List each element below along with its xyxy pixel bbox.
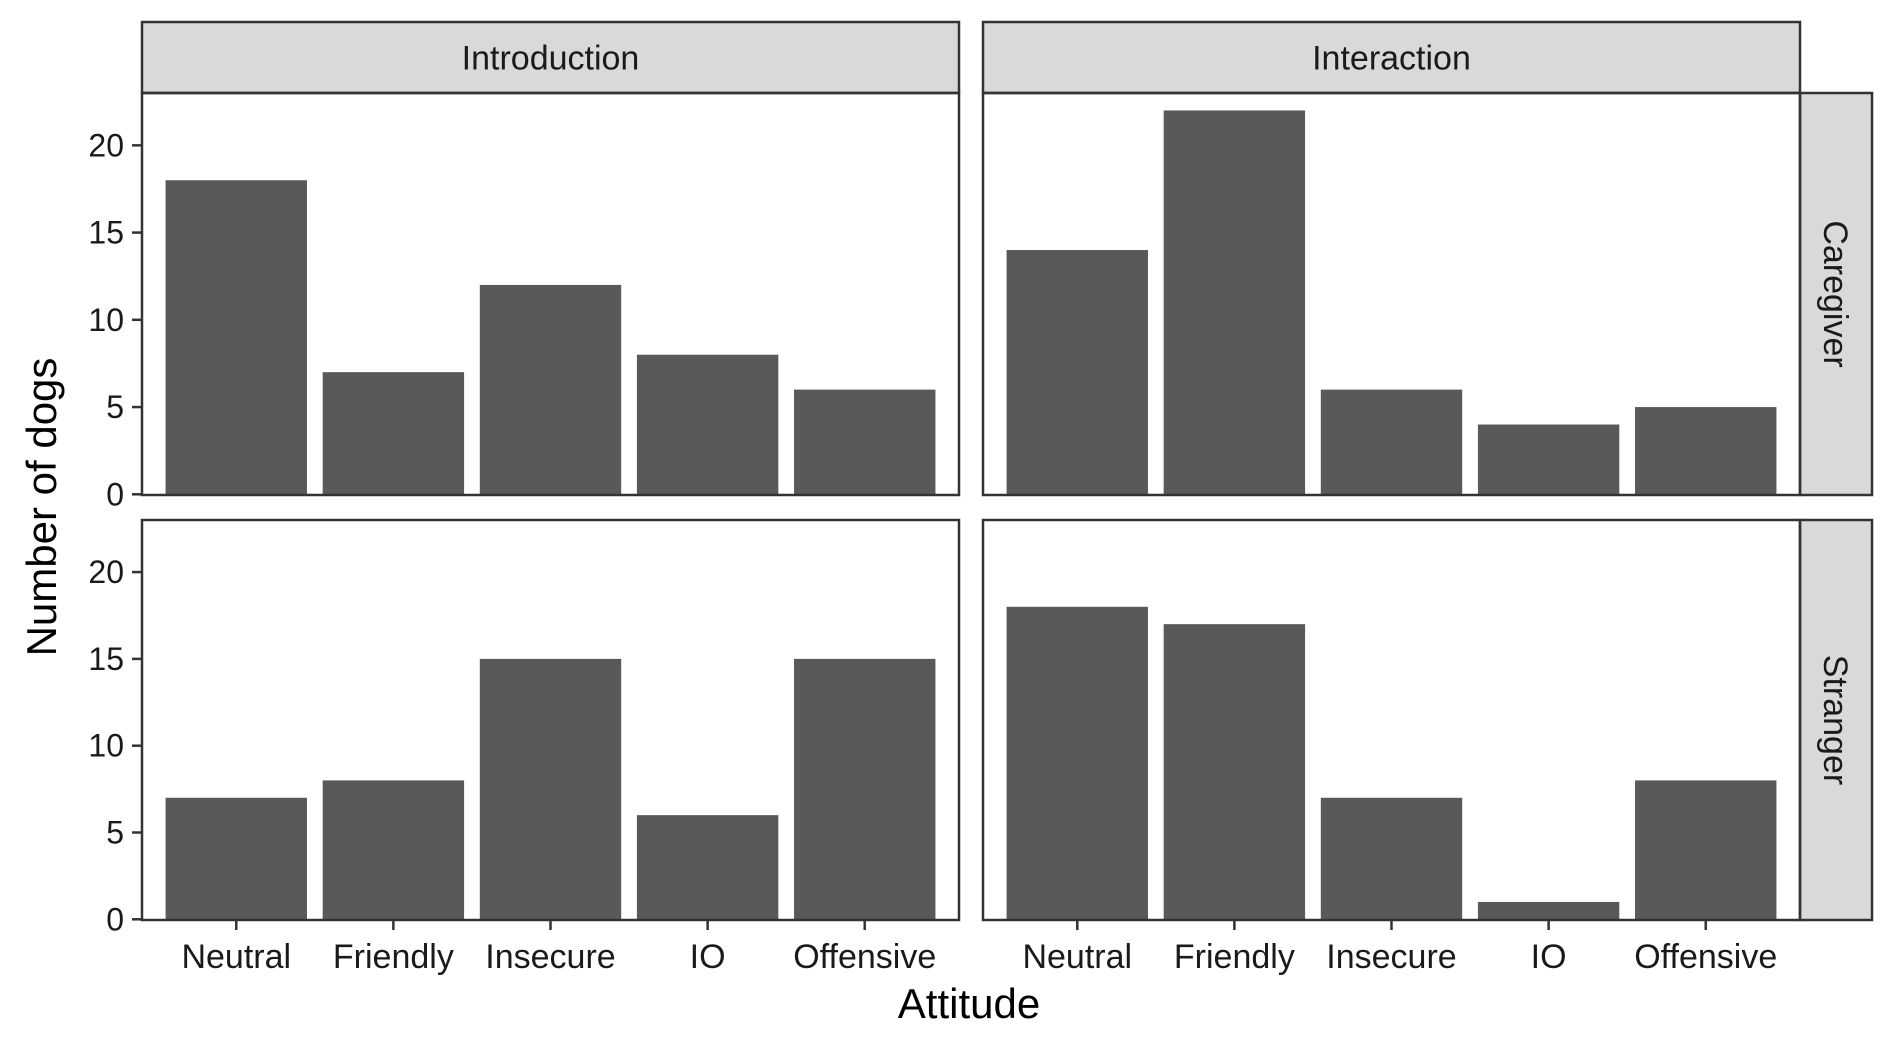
y-axis-title: Number of dogs: [18, 358, 65, 657]
bar-neutral: [1006, 606, 1148, 920]
panel-interaction-stranger: Neutral Friendly Insecure IO Offensive: [981, 518, 1802, 976]
panel-interaction-caregiver: [981, 91, 1802, 497]
strip-column-label: Introduction: [462, 40, 640, 78]
bar-insecure: [479, 284, 622, 495]
y-tick-label: 0: [106, 476, 124, 512]
y-tick-label: 15: [88, 641, 124, 677]
x-axis-title: Attitude: [898, 980, 1040, 1027]
bar-io: [1477, 424, 1620, 495]
x-tick-label-io: IO: [690, 938, 726, 976]
bar-offensive: [794, 389, 936, 495]
strip-column-label: Interaction: [1312, 40, 1471, 78]
y-tick-label: 20: [88, 127, 124, 163]
bar-friendly: [322, 780, 465, 920]
panel-border: [140, 91, 961, 497]
bar-friendly: [1163, 624, 1306, 920]
x-tick-label-neutral: Neutral: [181, 938, 291, 976]
bar-offensive: [1635, 780, 1777, 920]
panels: Introduction Interaction Caregiver Stranger…: [88, 20, 1874, 976]
strip-row-label: Caregiver: [1816, 220, 1854, 367]
x-tick-label-offensive: Offensive: [1634, 938, 1777, 976]
y-tick-label: 0: [106, 901, 124, 937]
y-tick-label: 5: [106, 815, 124, 851]
panel-introduction-caregiver: 0 5 10 15 20: [88, 91, 961, 512]
bar-neutral: [165, 797, 307, 920]
bar-io: [1477, 901, 1620, 920]
y-tick-label: 20: [88, 554, 124, 590]
y-tick-label: 10: [88, 302, 124, 338]
x-tick-label-neutral: Neutral: [1022, 938, 1132, 976]
strip-row-stranger: [1798, 518, 1874, 922]
bar-io: [636, 815, 779, 920]
x-tick-label-friendly: Friendly: [1174, 938, 1295, 976]
bar-friendly: [1163, 110, 1306, 495]
y-tick-label: 10: [88, 728, 124, 764]
y-tick-label: 5: [106, 389, 124, 425]
x-tick-label-io: IO: [1531, 938, 1567, 976]
bar-offensive: [1635, 407, 1777, 495]
bar-neutral: [1006, 250, 1148, 495]
x-tick-label-offensive: Offensive: [793, 938, 936, 976]
strip-row-label: Stranger: [1816, 655, 1854, 785]
strip-column-introduction: [140, 20, 961, 95]
bar-neutral: [165, 180, 307, 495]
bar-io: [636, 354, 779, 495]
strip-row-caregiver: [1798, 91, 1874, 497]
bar-offensive: [794, 658, 936, 920]
strip-column-interaction: [981, 20, 1802, 95]
x-tick-label-insecure: Insecure: [1326, 938, 1456, 976]
bar-insecure: [1320, 389, 1463, 495]
y-tick-label: 15: [88, 215, 124, 251]
bar-insecure: [1320, 797, 1463, 920]
x-tick-label-friendly: Friendly: [333, 938, 454, 976]
bar-insecure: [479, 658, 622, 920]
panel-introduction-stranger: 0 5 10 15 20 Neutral Friendly Insecure IO Offensi…: [88, 518, 961, 976]
bar-friendly: [322, 372, 465, 495]
x-tick-label-insecure: Insecure: [485, 938, 615, 976]
panel-border: [981, 91, 1802, 497]
